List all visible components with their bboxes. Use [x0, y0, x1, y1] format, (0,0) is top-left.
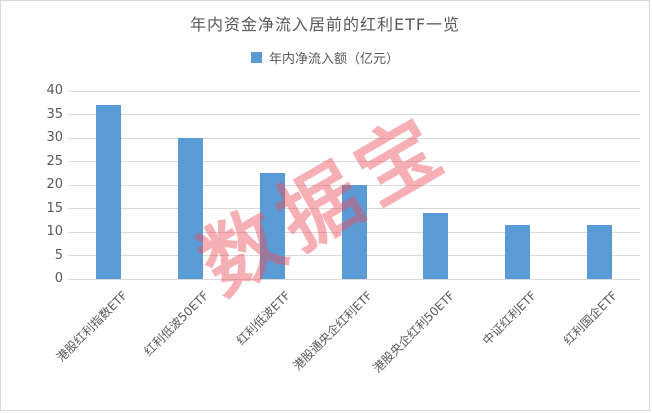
y-axis-tick-label: 20 [46, 177, 63, 192]
y-axis-tick-label: 40 [46, 83, 63, 98]
x-axis-category-label: 港股央企红利50ETF [369, 288, 458, 376]
bar [96, 105, 122, 279]
x-axis-category-label: 红利低波50ETF [141, 288, 212, 359]
bar [259, 173, 285, 279]
bar [178, 138, 204, 279]
y-axis-tick-label: 30 [46, 130, 63, 145]
y-axis-tick-label: 0 [54, 271, 63, 286]
legend-label: 年内净流入额（亿元） [268, 52, 399, 67]
gridline [68, 137, 640, 139]
legend-swatch-icon [250, 52, 262, 63]
y-axis-tick-label: 35 [46, 106, 63, 122]
bar [423, 213, 449, 279]
gridline [68, 278, 640, 280]
plot-area [68, 90, 640, 280]
y-axis-tick-label: 5 [54, 247, 63, 263]
chart-title: 年内资金净流入居前的红利ETF一览 [189, 15, 461, 34]
y-axis-tick-label: 15 [46, 200, 63, 216]
gridline [68, 90, 640, 92]
bar [586, 224, 612, 279]
x-axis-category-label: 中证红利ETF [479, 288, 539, 348]
x-axis-category-label: 红利低波ETF [234, 288, 294, 348]
gridline [68, 114, 640, 115]
y-axis-tick-label: 10 [46, 224, 63, 239]
bar [341, 185, 367, 279]
y-axis-tick-label: 25 [46, 153, 63, 169]
gridline [68, 161, 640, 162]
x-axis-category-label: 港股通央企红利ETF [290, 288, 376, 374]
x-axis-category-label: 港股红利指数ETF [53, 288, 131, 365]
x-axis-category-label: 红利国企ETF [561, 288, 621, 348]
bar [504, 224, 530, 279]
legend: 年内净流入额（亿元） [1, 48, 649, 67]
